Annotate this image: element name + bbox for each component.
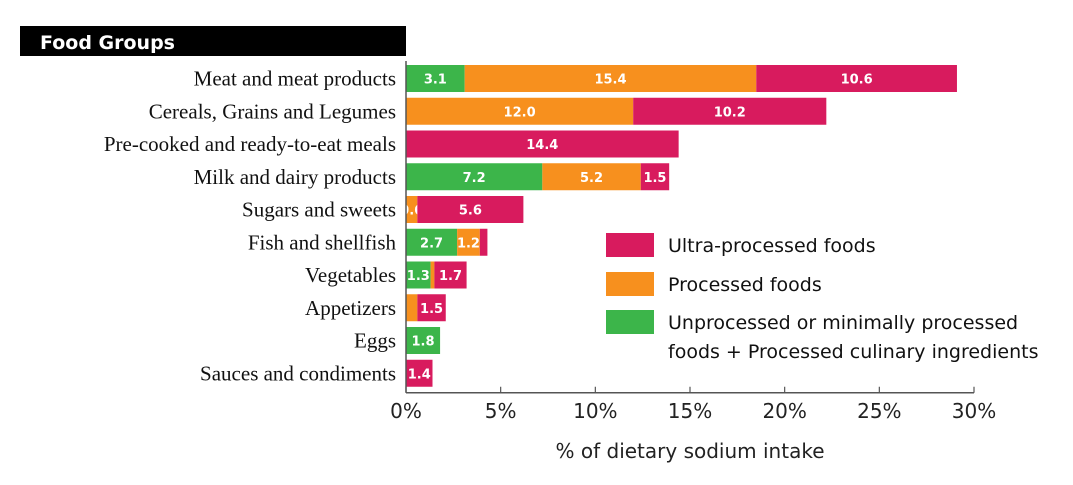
bar-value-label: 10.6 (841, 73, 873, 88)
bar-value-label: 5.6 (459, 204, 482, 219)
bar-value-label: 1.7 (439, 269, 462, 284)
category-label-eggs: Eggs (354, 329, 396, 353)
bar-segment (417, 294, 446, 322)
x-tick-label: 30% (952, 399, 996, 423)
category-label-sauces-and-condiments: Sauces and condiments (200, 361, 396, 385)
bar-value-label: 1.8 (412, 335, 435, 350)
x-tick-label: 25% (857, 399, 901, 423)
bar-segment (640, 163, 670, 191)
bar-value-label: 3.1 (424, 73, 447, 88)
category-label-pre-cooked-and-ready-to-eat-meals: Pre-cooked and ready-to-eat meals (104, 132, 396, 156)
bar-value-label: 15.4 (594, 73, 626, 88)
chart-header: Food Groups (40, 32, 175, 54)
bar-value-label: 1.3 (407, 269, 430, 284)
bar-segment (417, 196, 524, 223)
category-label-meat-and-meat-products: Meat and meat products (194, 67, 396, 91)
legend-label: Ultra-processed foods (668, 235, 876, 257)
bar-value-label: 12.0 (504, 105, 536, 120)
bar-segment (406, 163, 543, 191)
x-tick-label: 10% (573, 399, 617, 423)
legend-swatch-processed-foods (606, 272, 654, 296)
header-bar (20, 26, 406, 56)
bar-segment (430, 261, 435, 289)
category-label-fish-and-shellfish: Fish and shellfish (248, 230, 397, 254)
bar-value-label: 5.2 (580, 171, 603, 186)
category-label-milk-and-dairy-products: Milk and dairy products (194, 165, 396, 189)
x-axis-title: % of dietary sodium intake (556, 439, 825, 463)
category-label-vegetables: Vegetables (305, 263, 396, 287)
bar-segment (434, 261, 467, 289)
bar-segment (633, 97, 827, 125)
bar-segment (542, 163, 641, 191)
bar-segment (406, 196, 418, 223)
category-label-cereals-grains-and-legumes: Cereals, Grains and Legumes (149, 99, 396, 123)
category-label-sugars-and-sweets: Sugars and sweets (242, 198, 396, 222)
bar-segment (406, 359, 433, 387)
x-tick-label: 20% (762, 399, 806, 423)
bar-value-label: 1.4 (408, 367, 431, 382)
bar-value-label: 14.4 (526, 138, 558, 153)
legend-swatch-ultra-processed-foods (606, 233, 654, 257)
bars-group: 3.1 15.4 10.612.0 10.214.47.2 5.2 1.50.6 5.62.… (400, 65, 957, 387)
x-tick-label: 0% (390, 399, 422, 423)
x-axis: 0% 5% 10% 15% 20% 25% 30% (390, 61, 996, 423)
bar-segment (756, 65, 957, 92)
bar-segment (406, 97, 634, 125)
bar-segment (464, 65, 757, 92)
category-label-appetizers: Appetizers (305, 296, 396, 320)
bar-value-label: 1.2 (457, 236, 480, 251)
legend-label: Unprocessed or minimally processed (668, 312, 1018, 334)
bar-segment (406, 130, 679, 158)
x-tick-label: 15% (668, 399, 712, 423)
bar-value-label: 10.2 (714, 105, 746, 120)
legend-label: foods + Processed culinary ingredients (668, 341, 1038, 363)
bar-value-label: 7.2 (463, 171, 486, 186)
x-tick-label: 5% (485, 399, 517, 423)
bar-segment (406, 65, 465, 92)
bar-segment (406, 228, 458, 256)
legend: Ultra-processed foods Processed foods Unpr… (606, 233, 1038, 363)
category-labels: Meat and meat products Cereals, Grains an… (104, 67, 397, 386)
bar-value-label: 1.5 (420, 302, 443, 317)
bar-value-label: 1.5 (643, 171, 666, 186)
legend-swatch-unprocessed-or-minimally-processed (606, 310, 654, 334)
bar-segment (479, 228, 488, 256)
legend-label: Processed foods (668, 274, 822, 296)
bar-segment (457, 228, 480, 256)
bar-segment (406, 327, 441, 354)
bar-segment (406, 294, 418, 322)
bar-value-label: 2.7 (420, 236, 443, 251)
bar-segment (406, 261, 431, 289)
